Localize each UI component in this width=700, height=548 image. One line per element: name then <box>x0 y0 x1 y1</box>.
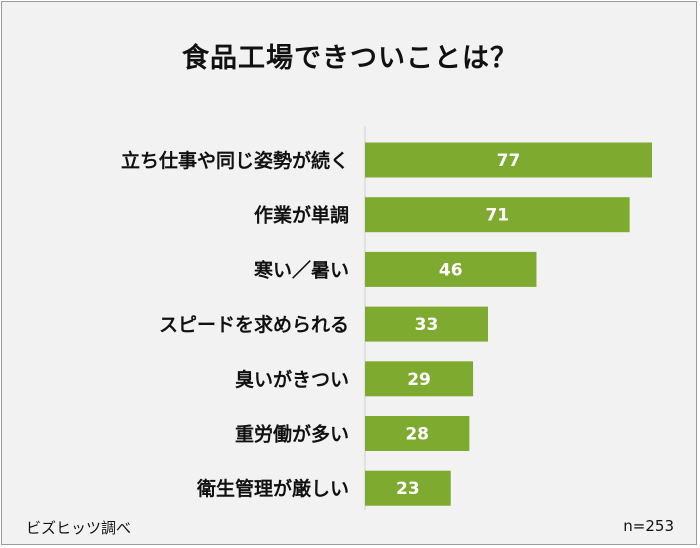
sample-size: n=253 <box>623 517 674 535</box>
bar-6 <box>365 470 451 506</box>
bar-value-label: 77 <box>497 151 521 171</box>
bar-value-label: 71 <box>485 206 509 226</box>
bar-value-label: 29 <box>407 370 431 390</box>
bar-5 <box>365 416 470 451</box>
bar-value-label: 46 <box>439 260 463 280</box>
category-label: 作業が単調 <box>254 204 349 227</box>
bar-3 <box>365 306 488 342</box>
bar-value-label: 28 <box>405 425 429 445</box>
category-label: 臭いがきつい <box>235 368 349 391</box>
category-label: 重労働が多い <box>235 423 349 446</box>
bar-1 <box>365 197 630 233</box>
chart-title: 食品工場できついことは？ <box>182 43 518 74</box>
bar-value-label: 33 <box>415 315 439 335</box>
bar-value-label: 23 <box>396 479 420 499</box>
bar-2 <box>365 251 537 287</box>
bars-group: 77 立ち仕事や同じ姿勢が続く 71 作業が単調 46 寒い／暑い 33 スピードを求められる… <box>121 142 652 506</box>
bar-4 <box>365 361 474 397</box>
category-label: 立ち仕事や同じ姿勢が続く <box>121 149 349 172</box>
source-note: ビズヒッツ調べ <box>26 519 132 537</box>
bar-0 <box>365 142 652 178</box>
category-label: スピードを求められる <box>159 313 349 336</box>
category-label: 寒い／暑い <box>254 258 349 281</box>
category-label: 衛生管理が厳しい <box>196 477 349 500</box>
